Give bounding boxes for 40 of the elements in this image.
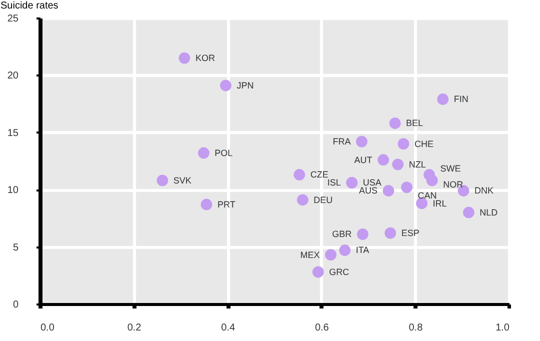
data-label: ESP [401, 228, 420, 238]
data-label: ITA [356, 245, 370, 256]
x-tick-label: 0.2 [127, 322, 142, 334]
data-label: USA [362, 178, 382, 188]
y-tick-label: 5 [12, 242, 19, 254]
y-axis-title: Suicide rates [0, 0, 58, 12]
x-tick-label: 0.6 [314, 322, 330, 334]
data-label: POL [214, 148, 233, 158]
data-label: NLD [480, 207, 498, 218]
data-label: DNK [474, 186, 494, 196]
data-label: BEL [406, 118, 424, 128]
data-label: MEX [300, 250, 320, 260]
data-label: CAN [418, 190, 437, 200]
x-tick-label: 0.8 [408, 322, 424, 334]
y-tick-label: 20 [7, 70, 19, 82]
x-tick-label: 1.0 [496, 322, 510, 334]
data-label: NOR [443, 179, 464, 190]
data-label: FIN [454, 94, 468, 104]
x-tick-label: 0.0 [40, 322, 55, 334]
y-tick-label: 0 [12, 300, 19, 310]
x-tick-label: 0.4 [221, 322, 236, 334]
y-tick-label: 15 [7, 128, 19, 139]
y-tick-label: 10 [7, 185, 19, 196]
data-label: ISL [327, 178, 341, 188]
data-label: FRA [332, 136, 351, 147]
data-label: GBR [332, 229, 352, 240]
data-label: CZE [310, 170, 328, 180]
data-label: PRT [217, 199, 236, 210]
data-label: AUS [358, 186, 378, 196]
data-label: IRL [432, 198, 447, 208]
data-label: CHE [414, 138, 434, 149]
data-label: JPN [236, 80, 254, 90]
data-label: NZL [408, 159, 426, 170]
y-tick-label: 25 [7, 14, 19, 24]
data-label: SVK [173, 175, 192, 186]
data-label: GRC [329, 266, 350, 277]
data-label: DEU [314, 194, 333, 205]
data-label: KOR [195, 53, 216, 64]
data-label: AUT [354, 154, 373, 165]
data-label: SWE [440, 164, 461, 174]
